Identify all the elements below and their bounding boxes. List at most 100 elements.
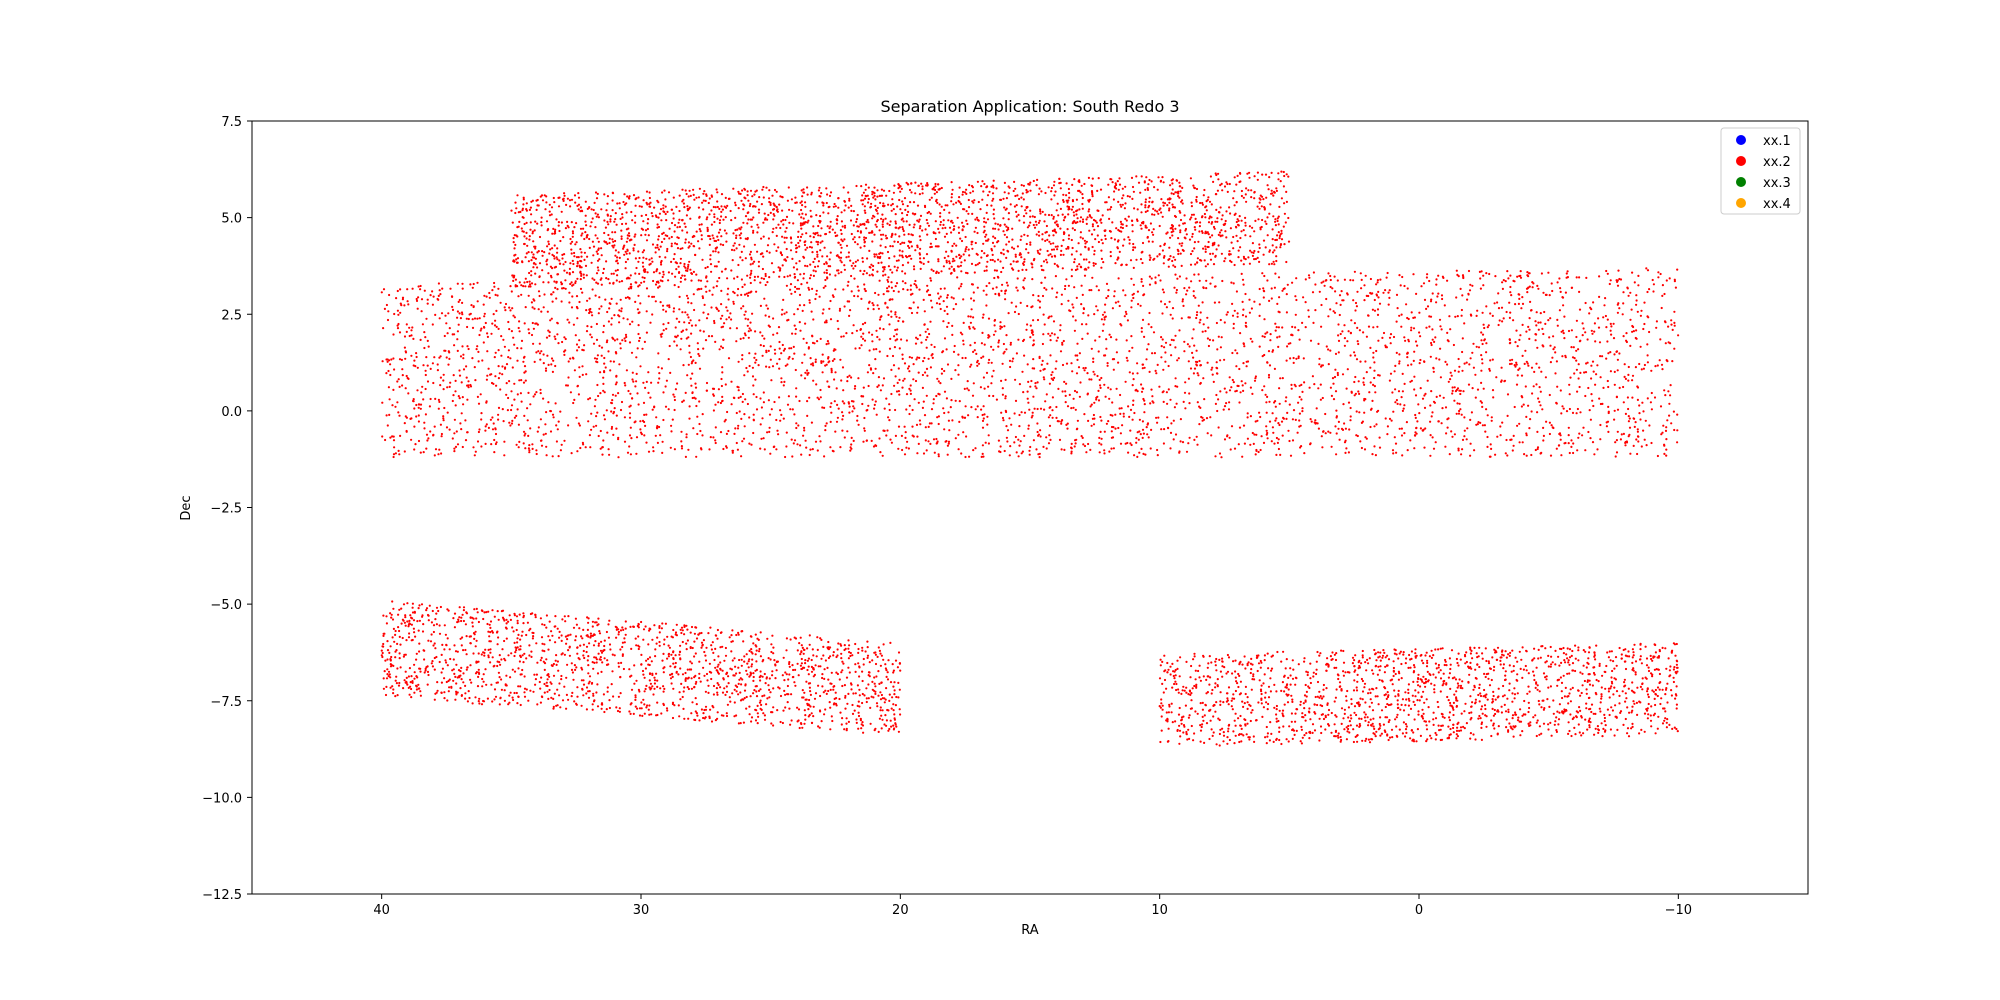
data-point (494, 442, 497, 446)
data-point (1136, 290, 1139, 293)
data-point (834, 371, 837, 374)
data-point (588, 434, 592, 437)
data-point (1205, 209, 1208, 212)
data-point (476, 440, 480, 443)
data-point (860, 297, 863, 300)
data-point (1277, 438, 1280, 441)
data-point (517, 446, 520, 449)
data-point (486, 335, 489, 338)
data-point (1192, 294, 1195, 297)
data-point (1307, 274, 1311, 277)
data-point (1376, 410, 1379, 413)
data-point (794, 328, 798, 331)
data-point (1337, 420, 1340, 423)
data-point (748, 364, 751, 368)
data-point (1193, 344, 1196, 347)
data-point (1291, 325, 1294, 328)
data-point (1668, 414, 1671, 417)
data-point (717, 309, 720, 312)
data-point (897, 259, 900, 262)
data-point (1619, 438, 1622, 441)
data-point (1486, 435, 1489, 439)
data-point (603, 362, 606, 365)
data-point (901, 320, 905, 323)
data-point (426, 302, 429, 305)
data-point (599, 392, 602, 395)
data-point (770, 408, 773, 411)
data-point (1501, 421, 1504, 424)
data-point (608, 307, 611, 310)
data-point (764, 283, 767, 287)
data-point (901, 357, 904, 360)
data-point (863, 429, 866, 432)
data-point (1555, 360, 1558, 363)
data-point (1317, 387, 1320, 390)
data-point (760, 406, 764, 409)
data-point (1354, 301, 1358, 305)
data-point (483, 312, 486, 315)
data-point (584, 231, 587, 234)
data-point (1376, 325, 1379, 328)
data-point (967, 315, 970, 318)
data-point (597, 394, 600, 398)
data-point (626, 451, 630, 454)
data-point (1480, 401, 1483, 404)
data-point (871, 398, 874, 401)
data-point (1196, 443, 1199, 446)
data-point (1645, 267, 1648, 270)
data-point (1130, 443, 1133, 447)
data-point (942, 300, 945, 303)
data-point (579, 446, 582, 450)
data-point (1320, 325, 1323, 328)
data-point (986, 194, 990, 197)
data-point (1419, 358, 1422, 362)
data-point (692, 427, 695, 430)
data-point (1246, 172, 1249, 175)
data-point (396, 289, 399, 293)
data-point (897, 367, 900, 370)
data-point (854, 385, 857, 388)
data-point (439, 376, 442, 379)
data-point (1114, 262, 1117, 265)
data-point (512, 336, 515, 339)
data-point (1052, 215, 1055, 218)
data-point (891, 271, 894, 274)
data-point (1597, 326, 1601, 329)
data-point (1606, 340, 1609, 343)
data-point (736, 294, 739, 297)
data-point (603, 418, 607, 421)
data-point (527, 434, 530, 437)
data-point (658, 425, 661, 429)
data-point (960, 282, 963, 286)
data-point (809, 209, 812, 212)
data-point (1627, 407, 1630, 411)
data-point (721, 366, 724, 369)
data-point (469, 383, 472, 387)
data-point (452, 374, 455, 377)
data-point (1592, 370, 1595, 373)
data-point (1283, 287, 1286, 290)
data-point (1059, 329, 1062, 332)
data-point (610, 272, 613, 275)
data-point (1384, 289, 1387, 292)
data-point (616, 268, 619, 272)
data-point (1472, 366, 1475, 369)
data-point (1452, 343, 1455, 347)
data-point (1092, 264, 1095, 267)
data-point (654, 283, 658, 286)
data-point (1423, 394, 1426, 397)
data-point (906, 204, 909, 208)
data-point (1143, 335, 1146, 338)
data-point (493, 281, 496, 285)
data-point (1516, 374, 1519, 377)
data-point (476, 317, 479, 320)
data-point (1239, 332, 1242, 335)
data-point (1475, 314, 1478, 317)
data-point (960, 452, 963, 455)
data-point (1287, 175, 1290, 178)
data-point (736, 228, 739, 231)
data-point (577, 422, 581, 425)
data-point (500, 354, 503, 357)
data-point (1064, 284, 1067, 288)
data-point (635, 380, 638, 383)
